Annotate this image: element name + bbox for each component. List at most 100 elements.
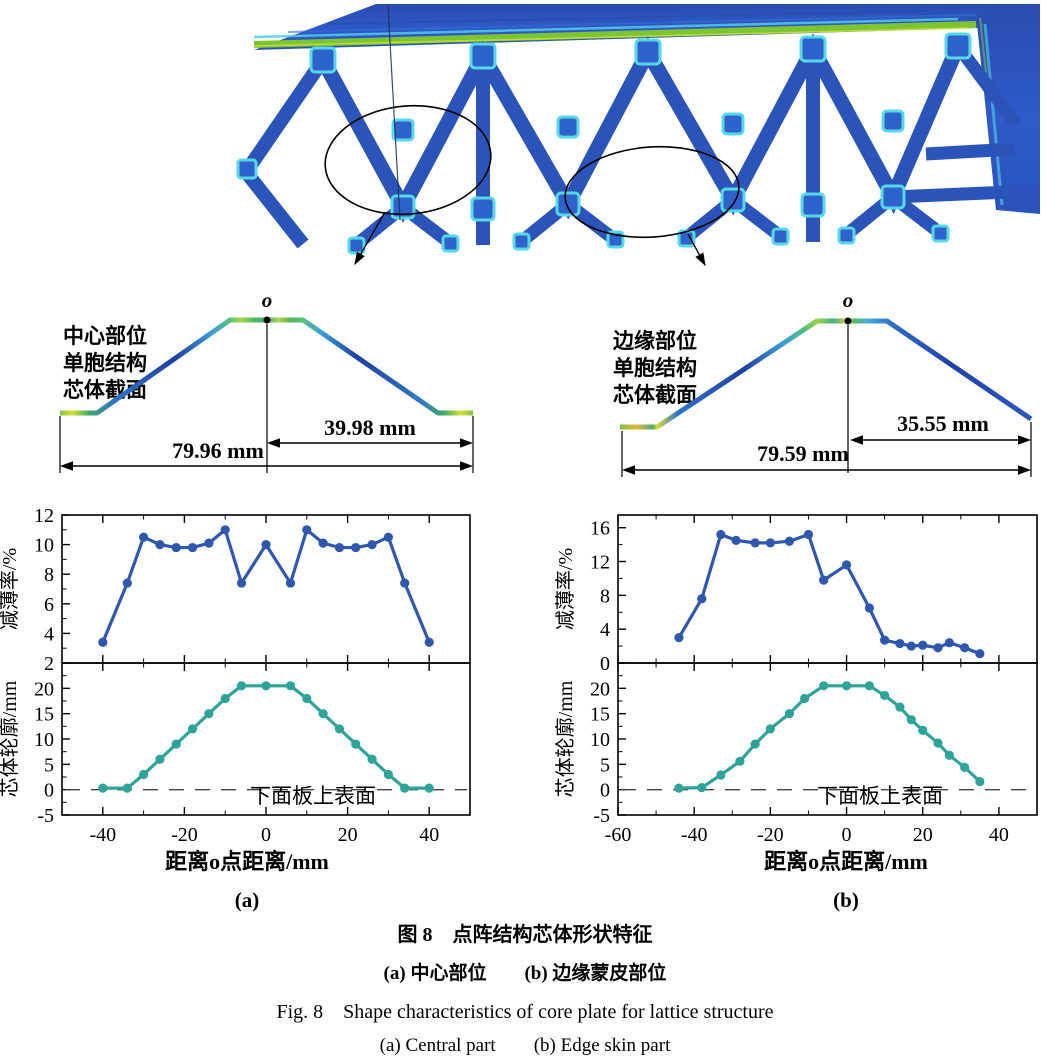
- data-point: [895, 638, 905, 649]
- data-point: [171, 542, 181, 553]
- data-point: [674, 783, 684, 793]
- data-point: [880, 635, 890, 645]
- y-tick-label: 10: [590, 729, 610, 751]
- data-point: [765, 724, 775, 734]
- data-point: [220, 525, 230, 535]
- data-point: [171, 739, 181, 749]
- panel-letter: (b): [833, 888, 859, 912]
- section-label-line: 芯体截面: [613, 383, 697, 407]
- x-axis-title: 距离o点距离/mm: [764, 849, 928, 874]
- data-point: [122, 783, 132, 793]
- data-point: [933, 738, 943, 748]
- data-point: [765, 538, 775, 548]
- callout-ellipse-edge: [564, 145, 740, 239]
- data-point: [318, 709, 328, 719]
- y-axis-title: 芯体轮廓/mm: [0, 680, 21, 797]
- data-point: [735, 756, 745, 766]
- data-point: [716, 529, 726, 540]
- data-point: [187, 542, 198, 553]
- data-point: [98, 783, 108, 793]
- data-point: [155, 754, 165, 764]
- data-point: [895, 702, 905, 712]
- y-tick-label: 10: [34, 729, 54, 751]
- half-width-dimension: [850, 422, 1032, 477]
- data-point: [204, 538, 214, 548]
- data-point: [334, 724, 345, 734]
- callout-arrow-central: [354, 211, 386, 266]
- data-point: [697, 783, 707, 793]
- data-point: [697, 594, 707, 604]
- core-profile-curve: [620, 318, 1033, 430]
- y-axis-title: 芯体轮廓/mm: [554, 680, 577, 797]
- full-width-label: 79.59 mm: [757, 441, 849, 466]
- chart-panel-b: 0 4 8 12 16 减薄率/% -60 -40 -20 0 20 40 -5 0 5 10 15 20 芯体轮廓…: [554, 514, 1038, 912]
- x-axis-title: 距离o点距离/mm: [165, 849, 329, 874]
- data-point: [383, 769, 393, 780]
- y-tick-label: 2: [44, 653, 54, 675]
- caption-zh-subtitle: (a) 中心部位 (b) 边缘蒙皮部位: [383, 963, 667, 984]
- data-point: [98, 637, 108, 647]
- section-label-line: 芯体截面: [63, 378, 147, 402]
- y-tick-label: -5: [593, 805, 610, 827]
- section-label-line: 中心部位: [63, 324, 147, 348]
- data-point: [960, 762, 970, 772]
- y-tick-label: 12: [590, 552, 610, 574]
- data-point: [285, 578, 296, 588]
- data-point: [716, 770, 726, 780]
- series-line: [102, 684, 430, 790]
- section-label-line: 边缘部位: [613, 329, 697, 353]
- data-point: [819, 681, 829, 691]
- data-point: [975, 649, 985, 659]
- y-tick-label: 0: [600, 653, 610, 675]
- y-tick-label: 4: [44, 623, 54, 645]
- data-point: [285, 681, 296, 691]
- reference-line-label: 下面板上表面: [817, 784, 943, 808]
- section-label-line: 单胞结构: [613, 356, 697, 380]
- data-point: [236, 681, 247, 691]
- half-width-label: 35.55 mm: [897, 411, 989, 436]
- data-point: [424, 637, 434, 647]
- x-tick-label: 0: [842, 824, 852, 846]
- x-tick-label: -40: [681, 824, 708, 846]
- data-point: [139, 532, 149, 542]
- data-point: [155, 540, 165, 550]
- caption-zh-title: 图 8 点阵结构芯体形状特征: [397, 924, 653, 946]
- data-point: [400, 578, 410, 588]
- y-tick-label: -5: [37, 805, 54, 827]
- x-tick-label: -20: [757, 824, 784, 846]
- y-tick-label: 12: [34, 505, 54, 527]
- y-tick-label: 20: [34, 678, 54, 700]
- data-point: [906, 715, 916, 725]
- data-point: [367, 754, 377, 764]
- data-point: [367, 540, 377, 550]
- half-width-label: 39.98 mm: [324, 415, 416, 440]
- caption-en-subtitle: (a) Central part (b) Edge skin part: [379, 1035, 671, 1056]
- data-point: [139, 769, 149, 780]
- origin-point: [844, 317, 852, 325]
- data-point: [424, 783, 434, 793]
- full-width-dimension: [621, 431, 1031, 477]
- data-point: [351, 542, 361, 553]
- data-point: [334, 542, 345, 553]
- y-tick-label: 5: [44, 754, 54, 776]
- data-point: [122, 578, 132, 588]
- y-tick-label: 10: [34, 535, 54, 557]
- data-point: [841, 681, 852, 691]
- y-tick-label: 16: [590, 518, 610, 540]
- lattice-struts: [240, 33, 1022, 251]
- origin-label: o: [843, 288, 854, 312]
- data-point: [204, 709, 214, 719]
- data-point: [302, 693, 312, 704]
- data-point: [187, 724, 198, 734]
- y-tick-label: 8: [600, 585, 610, 607]
- y-tick-label: 4: [600, 619, 610, 641]
- y-axis-title: 减薄率/%: [554, 548, 577, 630]
- y-tick-label: 8: [44, 564, 54, 586]
- y-tick-label: 15: [590, 704, 610, 726]
- x-tick-label: -60: [605, 824, 632, 846]
- data-point: [819, 575, 829, 585]
- series-line: [677, 532, 981, 656]
- x-tick-label: -20: [171, 824, 198, 846]
- data-point: [918, 640, 928, 650]
